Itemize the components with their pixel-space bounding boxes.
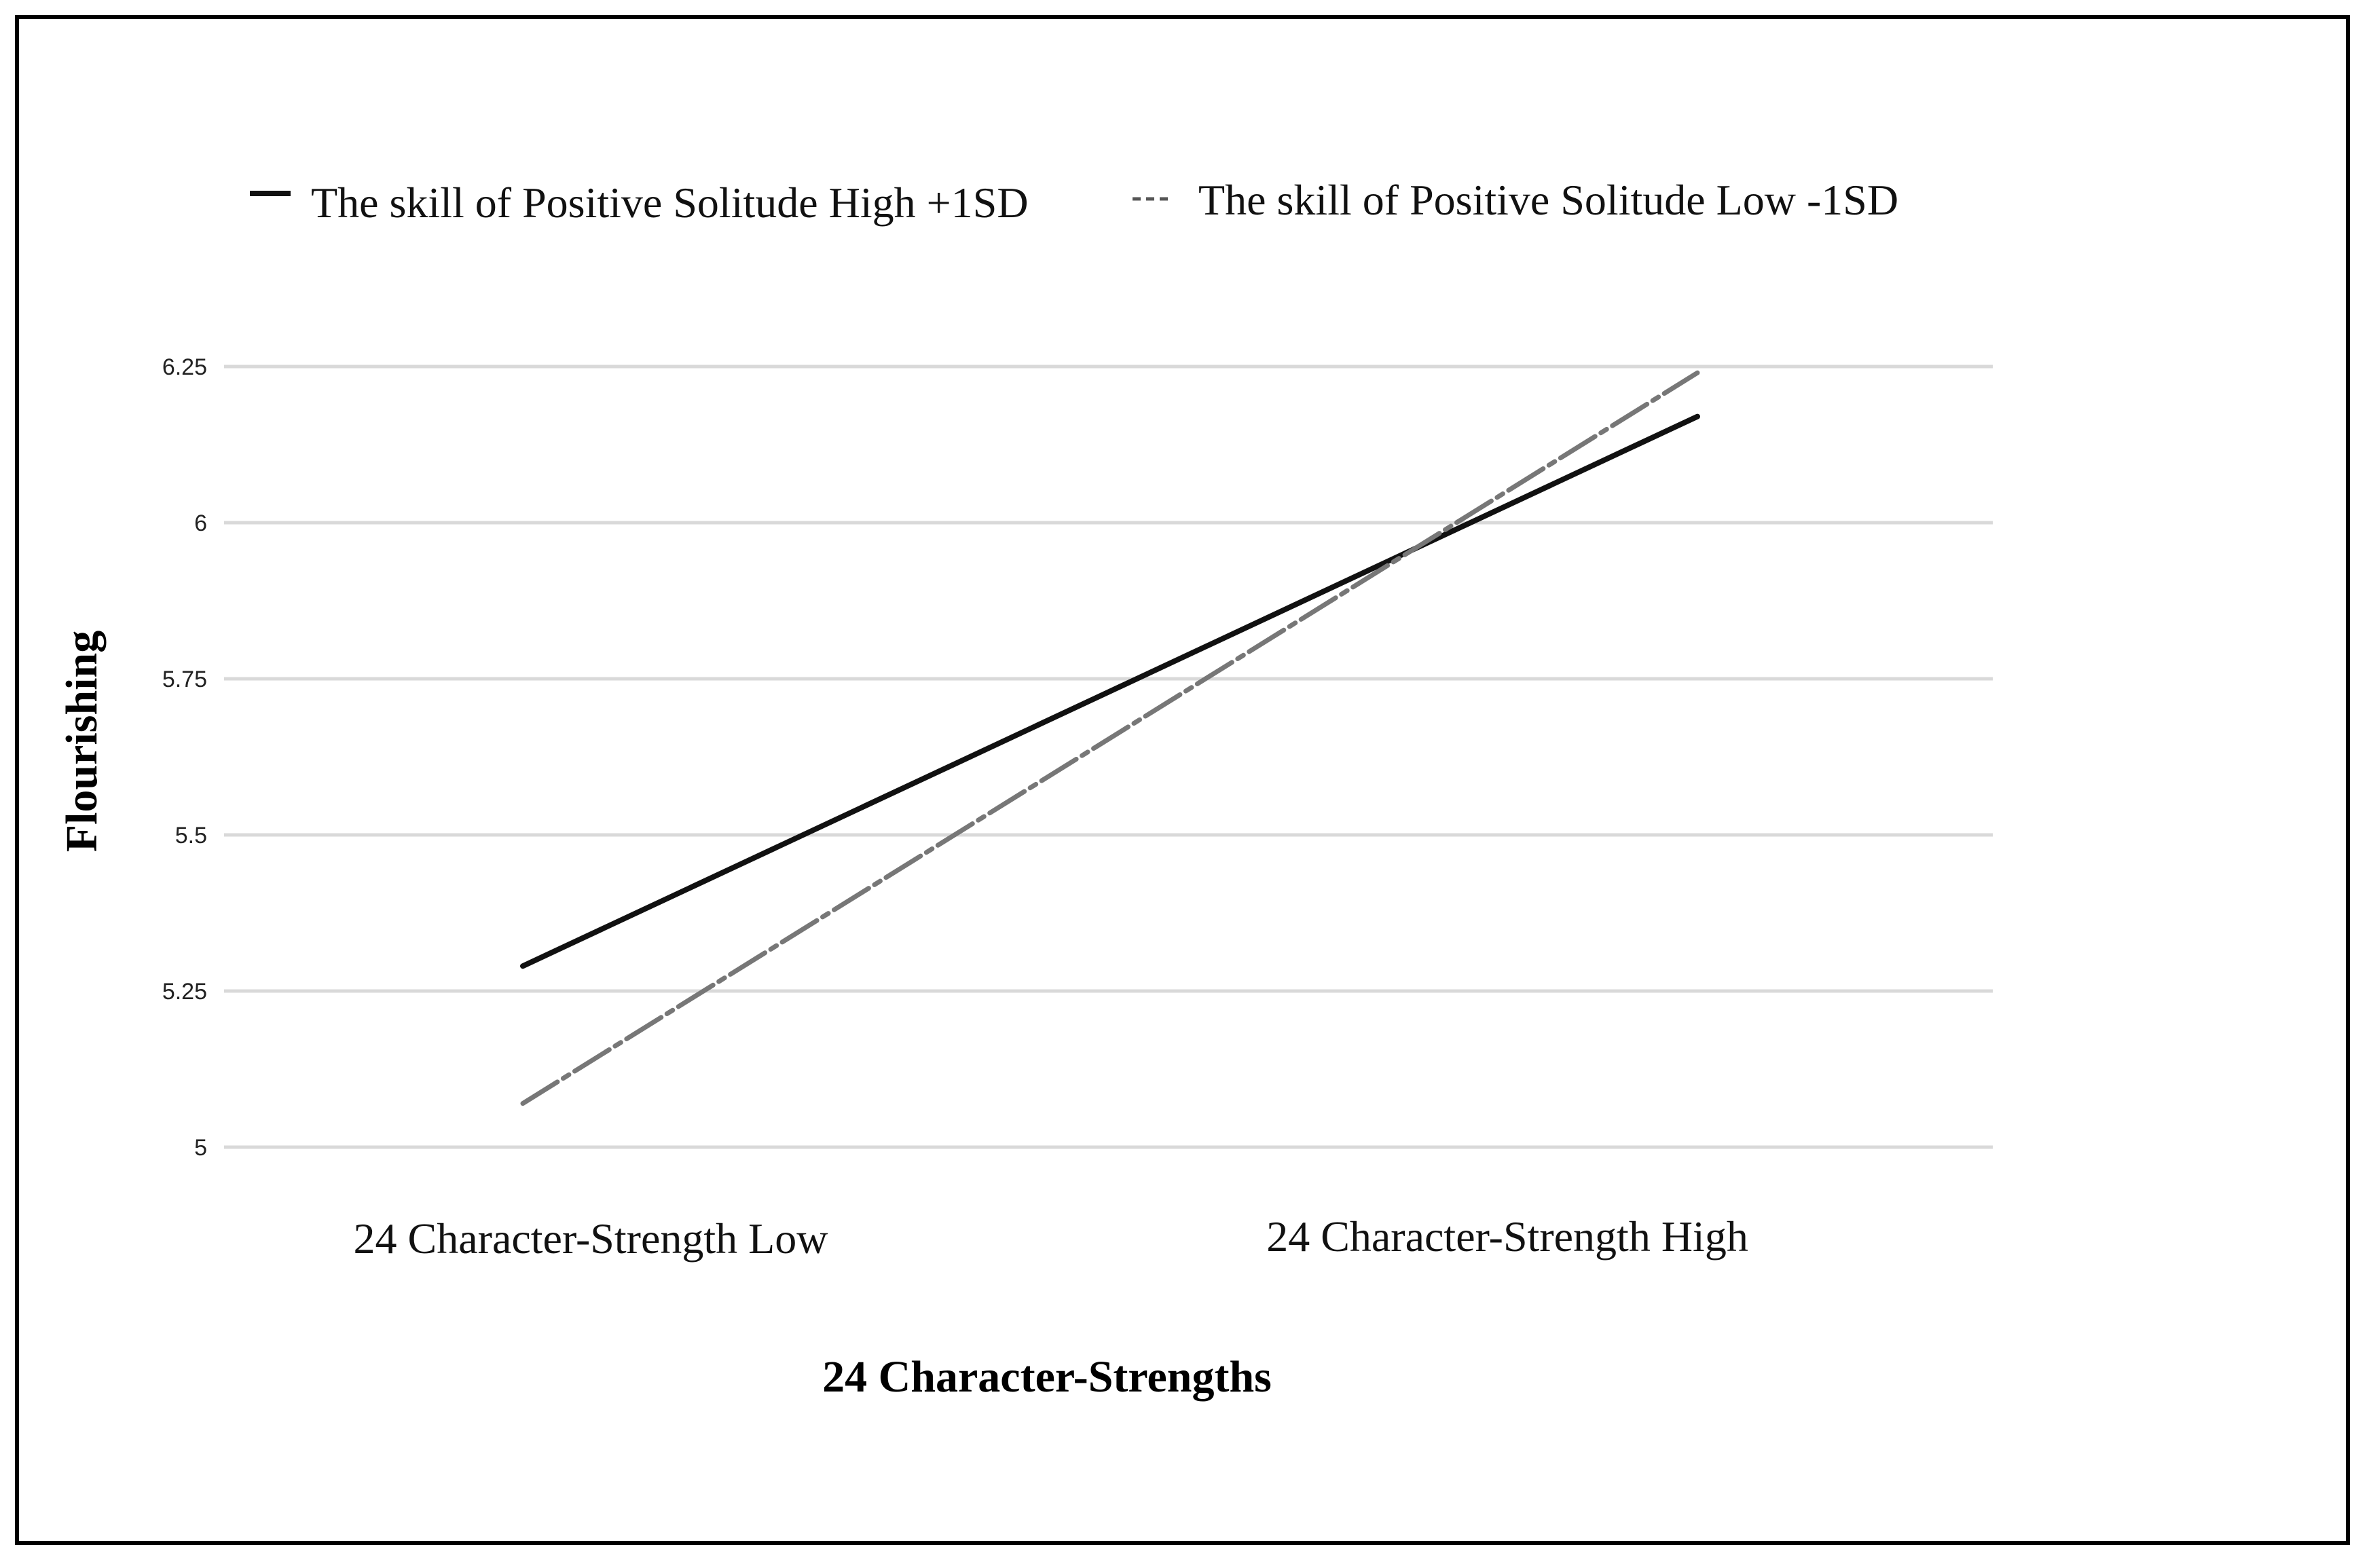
legend: The skill of Positive Solitude High +1SD… xyxy=(250,176,1898,227)
y-tick-label: 5.75 xyxy=(162,667,207,692)
x-axis-title: 24 Character-Strengths xyxy=(822,1352,1272,1402)
legend-label-high: The skill of Positive Solitude High +1SD xyxy=(311,179,1029,227)
y-axis-title: Flourishing xyxy=(57,631,107,852)
figure-frame xyxy=(15,15,2350,1545)
series-lines xyxy=(520,370,1700,1106)
y-tick-label: 5.25 xyxy=(162,979,207,1005)
x-category-label-high: 24 Character-Strength High xyxy=(1266,1212,1748,1261)
y-axis-ticks: 5 5.25 5.5 5.75 6 6.25 xyxy=(162,354,207,1161)
x-category-label-low: 24 Character-Strength Low xyxy=(354,1214,828,1263)
y-tick-label: 6 xyxy=(194,510,207,536)
legend-label-low: The skill of Positive Solitude Low -1SD xyxy=(1198,176,1898,224)
y-tick-label: 5 xyxy=(194,1135,207,1161)
series-line-high xyxy=(520,413,1700,969)
grid xyxy=(224,365,1993,1149)
y-tick-label: 5.5 xyxy=(175,823,207,848)
series-line-low xyxy=(520,370,1700,1106)
y-tick-label: 6.25 xyxy=(162,354,207,380)
